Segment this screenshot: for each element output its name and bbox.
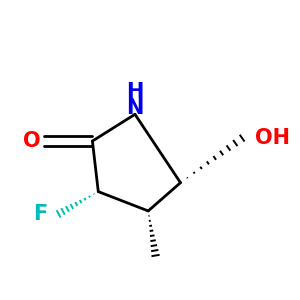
Text: O: O xyxy=(23,131,41,151)
Text: OH: OH xyxy=(255,128,290,148)
Text: N: N xyxy=(126,98,144,118)
Text: F: F xyxy=(33,204,47,224)
Text: H: H xyxy=(126,82,144,102)
